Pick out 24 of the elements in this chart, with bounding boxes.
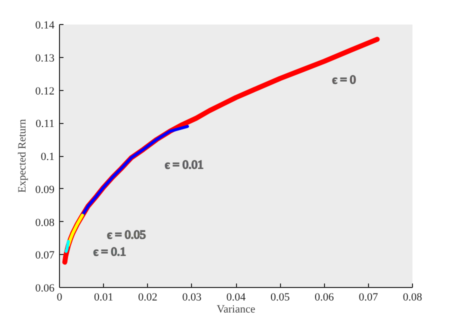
y-tick-label: 0.14 [35, 20, 55, 32]
x-tick-label: 0.03 [182, 292, 202, 304]
x-tick-label: 0.02 [138, 292, 158, 304]
x-tick-label: 0.05 [270, 292, 290, 304]
y-tick-label: 0.13 [35, 52, 55, 64]
y-tick-label: 0.11 [36, 118, 54, 130]
y-tick-label: 0.09 [35, 184, 55, 196]
y-tick-label: 0.06 [35, 282, 55, 294]
x-axis-title: Variance [216, 304, 256, 316]
text: ϵ = 0.1 [93, 244, 126, 258]
series-label: ϵ = 0.01 [164, 157, 204, 172]
y-tick-label: 0.08 [35, 216, 55, 229]
y-tick-label: 0.12 [35, 85, 54, 98]
series-label: ϵ = 0 [332, 72, 356, 86]
x-tick-label: 0.04 [226, 292, 246, 304]
x-tick-label: 0.07 [358, 292, 378, 304]
x-tick-label: 0.06 [314, 292, 334, 304]
x-tick-label: 0.01 [94, 292, 114, 304]
x-tick-label: 0 [56, 292, 63, 304]
x-tick-label: 0.08 [402, 292, 423, 304]
y-tick-label: 0.07 [35, 250, 55, 262]
y-tick-label: 0.1 [40, 151, 54, 163]
y-axis-title: Expected Return [16, 118, 28, 193]
text: ϵ = 0.05 [107, 227, 146, 242]
